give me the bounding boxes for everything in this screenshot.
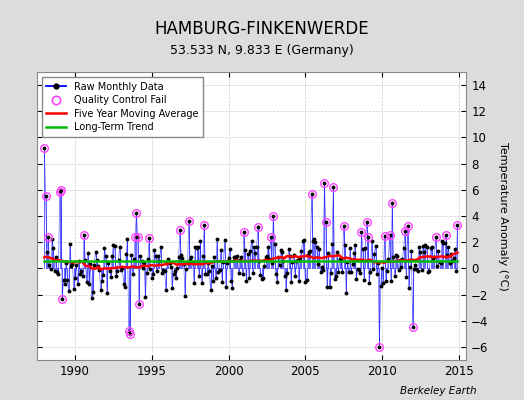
Text: HAMBURG-FINKENWERDE: HAMBURG-FINKENWERDE <box>155 20 369 38</box>
Legend: Raw Monthly Data, Quality Control Fail, Five Year Moving Average, Long-Term Tren: Raw Monthly Data, Quality Control Fail, … <box>41 77 203 137</box>
Y-axis label: Temperature Anomaly (°C): Temperature Anomaly (°C) <box>498 142 508 290</box>
Text: Berkeley Earth: Berkeley Earth <box>400 386 477 396</box>
Text: 53.533 N, 9.833 E (Germany): 53.533 N, 9.833 E (Germany) <box>170 44 354 57</box>
